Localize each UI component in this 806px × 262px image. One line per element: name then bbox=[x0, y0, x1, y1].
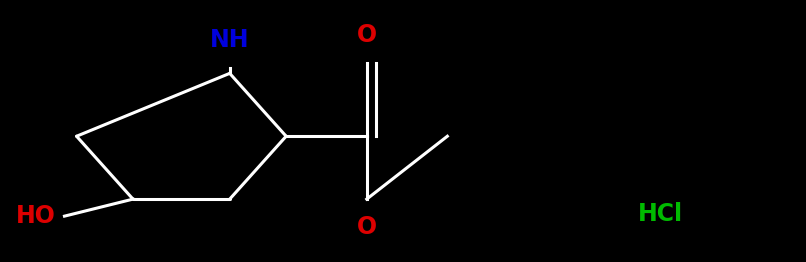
Text: O: O bbox=[357, 23, 376, 47]
Text: NH: NH bbox=[210, 28, 250, 52]
Text: HO: HO bbox=[16, 204, 56, 228]
Text: HCl: HCl bbox=[638, 201, 683, 226]
Text: O: O bbox=[357, 215, 376, 239]
